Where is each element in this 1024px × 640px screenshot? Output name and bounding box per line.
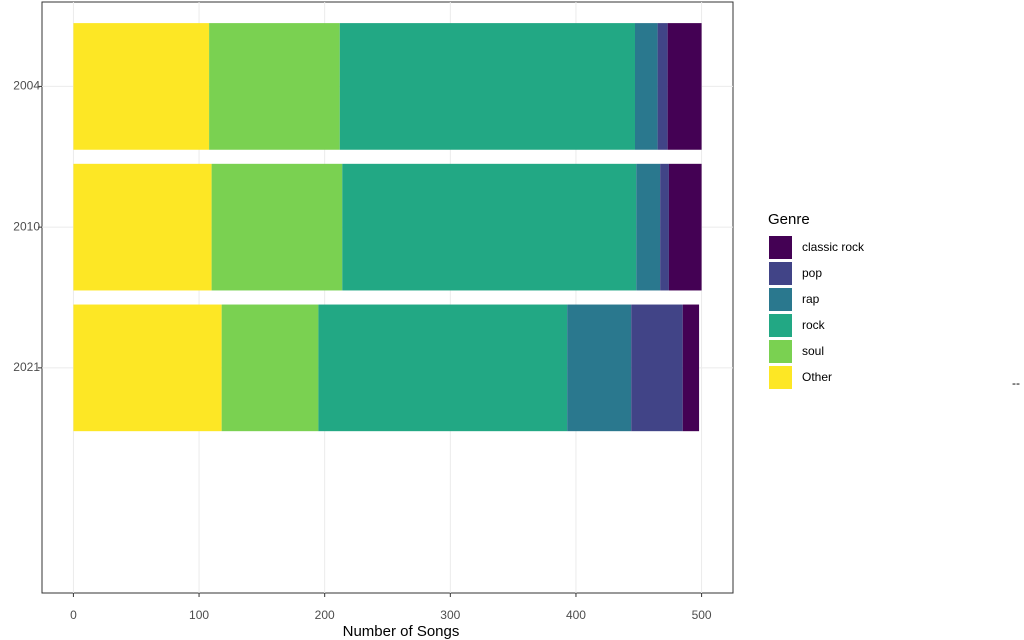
bar-segment: [73, 163, 212, 291]
x-tick-label: 400: [566, 608, 586, 622]
bar-segment: [667, 23, 702, 150]
bar-segment: [668, 163, 702, 291]
legend-key: [769, 366, 792, 389]
legend-key: [769, 236, 792, 259]
legend-label: rock: [802, 318, 826, 332]
bar-segment: [682, 304, 700, 432]
bar-segment: [73, 23, 210, 150]
legend-label: pop: [802, 266, 822, 280]
legend-label: soul: [802, 344, 824, 358]
legend-key: [769, 314, 792, 337]
x-tick-label: 500: [692, 608, 712, 622]
y-tick-label: 2021: [13, 360, 40, 374]
x-tick-label: 300: [440, 608, 460, 622]
bar-segment: [339, 23, 636, 150]
bar-segment: [221, 304, 319, 432]
bar-segment: [318, 304, 568, 432]
y-tick-label: 2004: [13, 79, 40, 93]
x-axis-label: Number of Songs: [343, 623, 460, 640]
bar-segment: [211, 163, 343, 291]
y-tick-label: 2010: [13, 219, 40, 233]
legend-key: [769, 262, 792, 285]
x-tick-label: 0: [70, 608, 77, 622]
bar-segment: [636, 163, 661, 291]
legend-title: Genre: [768, 211, 810, 228]
bar-segment: [657, 23, 668, 150]
bar-segment: [342, 163, 637, 291]
x-tick-label: 200: [315, 608, 335, 622]
legend-label: Other: [802, 370, 832, 384]
bar-segment: [567, 304, 632, 432]
legend-label: rap: [802, 292, 820, 306]
bar-segment: [631, 304, 683, 432]
bar-segment: [209, 23, 340, 150]
bar-segment: [635, 23, 658, 150]
x-tick-label: 100: [189, 608, 209, 622]
legend-label: classic rock: [802, 240, 865, 254]
legend-key: [769, 340, 792, 363]
bar-segment: [660, 163, 669, 291]
annotation: --: [1012, 376, 1020, 390]
legend-key: [769, 288, 792, 311]
bar-segment: [73, 304, 222, 432]
